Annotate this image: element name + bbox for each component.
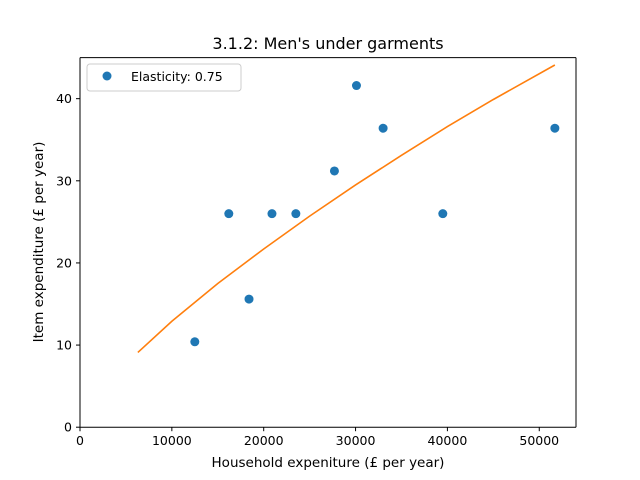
legend-label: Elasticity: 0.75: [131, 69, 223, 84]
legend-marker: [102, 71, 112, 81]
x-axis-label: Household expeniture (£ per year): [212, 455, 445, 471]
chart-title: 3.1.2: Men's under garments: [212, 34, 443, 53]
x-tick-label: 10000: [152, 433, 192, 448]
y-tick-label: 40: [56, 91, 72, 106]
data-point: [378, 123, 388, 133]
y-tick-label: 20: [56, 255, 72, 270]
plot-area: [80, 57, 576, 428]
fit-curve-line: [137, 64, 556, 354]
x-tick-label: 0: [76, 433, 84, 448]
data-point: [190, 337, 200, 347]
ticks-layer: 0 10000 20000 30000 40000 50000 0 10 20 30 40: [56, 91, 559, 448]
legend-box: [86, 63, 242, 92]
x-tick-label: 50000: [519, 433, 559, 448]
x-tick-label: 40000: [428, 433, 468, 448]
data-point: [267, 209, 277, 219]
y-tick-label: 0: [64, 420, 72, 435]
x-tick-label: 20000: [244, 433, 284, 448]
axes-frame: [79, 57, 577, 428]
data-point: [550, 123, 560, 133]
y-tick-label: 10: [56, 338, 72, 353]
data-point: [351, 81, 361, 91]
legend: Elasticity: 0.75: [86, 63, 242, 92]
data-point: [224, 209, 234, 219]
y-axis-label: Item expenditure (£ per year): [31, 142, 47, 343]
data-point: [291, 209, 301, 219]
y-tick-label: 30: [56, 173, 72, 188]
series-layer: [137, 64, 560, 354]
data-point: [244, 294, 254, 304]
data-point: [438, 209, 448, 219]
x-tick-label: 30000: [336, 433, 376, 448]
data-point: [329, 166, 339, 176]
